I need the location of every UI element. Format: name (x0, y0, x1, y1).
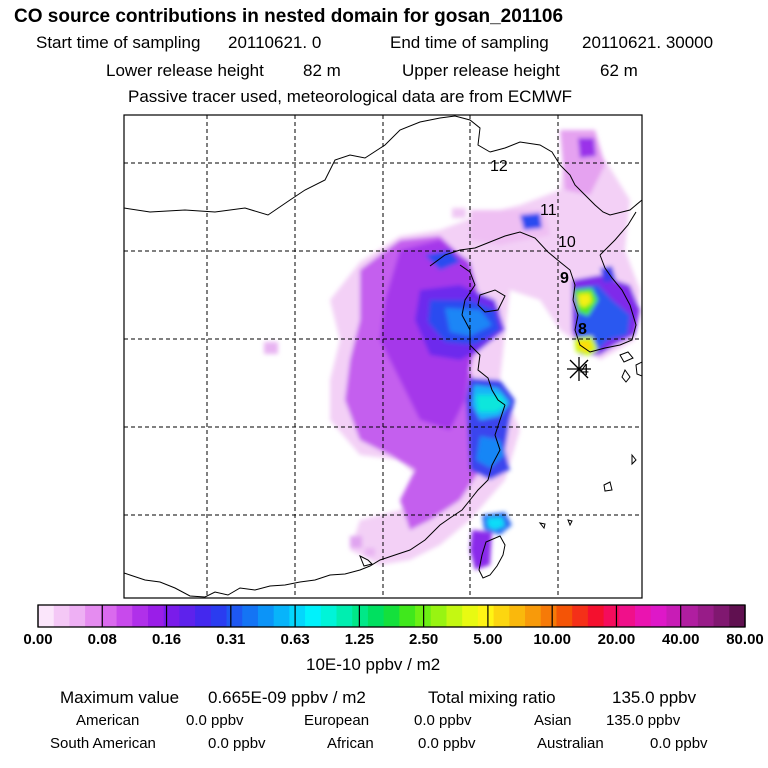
colorbar-cell (619, 605, 636, 627)
map-border (123, 114, 643, 599)
colorbar-cell (650, 605, 668, 627)
colorbar-tick-label: 1.25 (344, 631, 374, 648)
colorbar-cell (179, 605, 196, 627)
colorbar-tick-label: 20.00 (597, 631, 636, 648)
colorbar-cell (147, 605, 165, 627)
colorbar-cell (195, 605, 212, 627)
colorbar-cell (38, 605, 55, 627)
lower-height-label: Lower release height (106, 61, 264, 80)
colorbar-cell (273, 605, 290, 627)
plume-field (264, 130, 640, 570)
european-label: European (304, 712, 370, 729)
colorbar-cell (587, 605, 605, 627)
colorbar-cell (462, 605, 479, 627)
colorbar-tick-label: 0.16 (151, 631, 182, 648)
colorbar-cell (477, 605, 495, 627)
colorbar-cell (635, 605, 652, 627)
map-title: CO source contributions in nested domain… (14, 6, 564, 27)
colorbar-cell (383, 605, 400, 627)
colorbar (38, 605, 746, 627)
colorbar-tick-label: 0.00 (23, 631, 53, 648)
end-time-label: End time of sampling (390, 33, 549, 52)
australian-label: Australian (537, 735, 604, 752)
colorbar-tick-label: 5.00 (473, 631, 503, 648)
colorbar-cell (682, 605, 699, 627)
colorbar-cell (100, 605, 118, 627)
colorbar-cell (226, 605, 243, 627)
colorbar-cell (729, 605, 746, 627)
colorbar-cell (242, 605, 259, 627)
colorbar-cell (493, 605, 510, 627)
colorbar-cell (446, 605, 463, 627)
colorbar-units: 10E-10 ppbv / m2 (306, 655, 441, 674)
colorbar-tick-label: 80.00 (726, 631, 764, 648)
map-area: 12 11 10 9 8 4 (124, 115, 642, 598)
receptor-asterisk-icon (567, 357, 591, 381)
colorbar-cell (430, 605, 448, 627)
max-value-label: Maximum value (60, 688, 180, 707)
american-value: 0.0 ppbv (186, 712, 244, 729)
colorbar-tick-label: 40.00 (661, 631, 700, 648)
colorbar-cell (509, 605, 526, 627)
colorbar-cell (336, 605, 353, 627)
time-label-9: 9 (560, 270, 569, 287)
colorbar-cell (603, 605, 620, 627)
colorbar-cell (53, 605, 71, 627)
south-american-label: South American (50, 735, 156, 752)
time-label-10: 10 (558, 234, 576, 251)
african-label: African (327, 735, 374, 752)
lat-lon-grid (124, 115, 642, 598)
asian-label: Asian (534, 712, 572, 729)
colorbar-cell (69, 605, 86, 627)
colorbar-ticks (37, 605, 746, 627)
colorbar-cell (697, 605, 715, 627)
colorbar-cell (257, 605, 275, 627)
colorbar-cell (320, 605, 338, 627)
colorbar-cell (210, 605, 228, 627)
upper-height-value: 62 m (600, 61, 638, 80)
tracer-note: Passive tracer used, meteorological data… (128, 87, 573, 106)
south-american-value: 0.0 ppbv (208, 735, 266, 752)
asian-value: 135.0 ppbv (606, 712, 681, 729)
colorbar-cell (556, 605, 573, 627)
start-time-value: 20110621. 0 (228, 33, 322, 52)
lower-height-value: 82 m (303, 61, 341, 80)
trajectory-time-labels: 12 11 10 9 8 4 (490, 158, 589, 379)
end-time-value: 20110621. 30000 (582, 33, 714, 52)
colorbar-tick-label: 0.31 (216, 631, 246, 648)
australian-value: 0.0 ppbv (650, 735, 708, 752)
colorbar-tick-label: 2.50 (409, 631, 439, 648)
colorbar-cell (399, 605, 416, 627)
max-value: 0.665E-09 ppbv / m2 (208, 688, 366, 707)
colorbar-cell (666, 605, 683, 627)
colorbar-cell (132, 605, 149, 627)
african-value: 0.0 ppbv (418, 735, 476, 752)
colorbar-cell (163, 605, 180, 627)
time-label-12: 12 (490, 158, 508, 175)
colorbar-cell (525, 605, 542, 627)
european-value: 0.0 ppbv (414, 712, 472, 729)
american-label: American (76, 712, 140, 729)
upper-height-label: Upper release height (402, 61, 560, 80)
colorbar-cell (116, 605, 133, 627)
colorbar-cell (367, 605, 385, 627)
colorbar-tick-label: 10.00 (533, 631, 571, 648)
time-label-4: 4 (580, 362, 589, 379)
colorbar-cell (85, 605, 102, 627)
start-time-label: Start time of sampling (36, 33, 201, 52)
time-label-8: 8 (578, 321, 587, 338)
colorbar-cell (713, 605, 730, 627)
colorbar-tick-label: 0.63 (280, 631, 310, 648)
total-mixing-label: Total mixing ratio (428, 688, 556, 707)
total-mixing-value: 135.0 ppbv (612, 688, 697, 707)
colorbar-tick-label: 0.08 (87, 631, 117, 648)
colorbar-cell (572, 605, 589, 627)
colorbar-cell (305, 605, 322, 627)
colorbar-cell (352, 605, 369, 627)
colorbar-cell (540, 605, 558, 627)
colorbar-cell (289, 605, 306, 627)
time-label-11: 11 (540, 202, 557, 219)
